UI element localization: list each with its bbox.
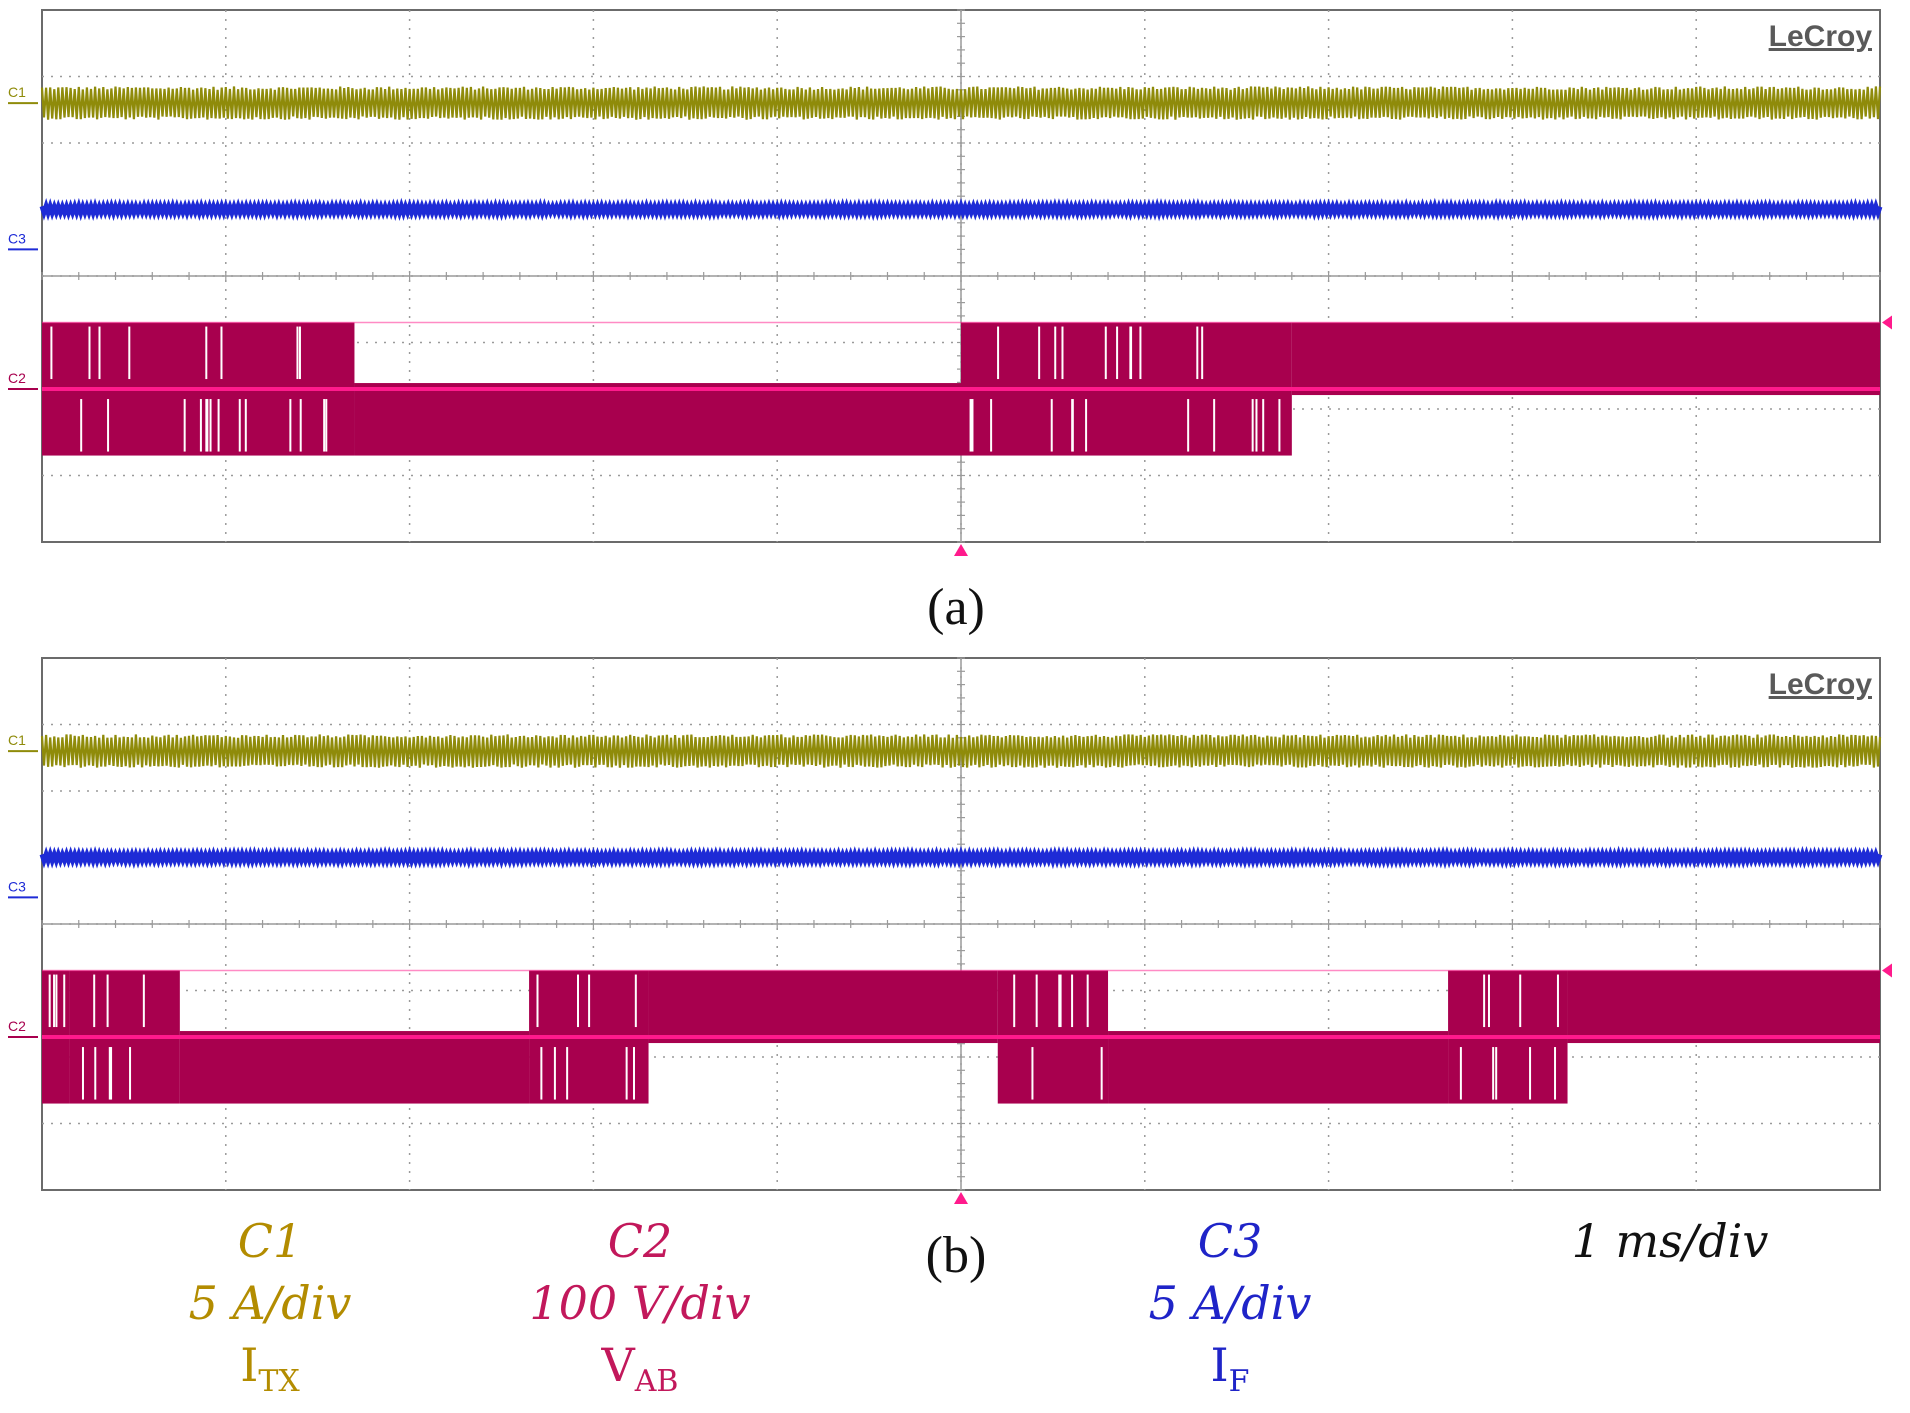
channel-marker-c3: C3 — [8, 230, 26, 246]
switching-band — [179, 1031, 530, 1104]
channel-marker-c1: C1 — [8, 732, 26, 748]
legend-c1-scale: 5 A/div — [188, 1276, 352, 1330]
scope-panel-b: LeCroy C1 C3 C2 — [8, 657, 1892, 1204]
legend-c2: C2 100 V/div VAB — [490, 1210, 790, 1413]
channel-marker-c3: C3 — [8, 878, 26, 894]
trigger-level-marker — [1882, 315, 1892, 330]
legend-c1-symbol: I — [240, 1338, 259, 1392]
switching-band — [354, 383, 962, 456]
scope-panel-a: LeCroy C1 C3 C2 — [8, 9, 1892, 556]
switching-band — [1567, 970, 1880, 1044]
channel-marker-c2: C2 — [8, 1018, 26, 1034]
legend-c3-name: C3 — [1197, 1214, 1263, 1268]
trigger-time-marker — [954, 1192, 968, 1204]
trace-c3 — [39, 845, 1883, 870]
legend-c3-quantity: IF — [1110, 1334, 1350, 1413]
legend-c1-subscript: TX — [258, 1364, 300, 1399]
trace-c1 — [40, 734, 1882, 768]
legend-c3-subscript: F — [1228, 1364, 1250, 1399]
panel-a-caption: (a) — [927, 579, 985, 636]
switching-band — [1108, 1031, 1449, 1104]
switching-band — [648, 970, 998, 1044]
brand-label: LeCroy — [1769, 668, 1873, 701]
legend-c2-name: C2 — [607, 1214, 673, 1268]
trace-c3 — [39, 197, 1883, 222]
legend-c3-symbol: I — [1210, 1338, 1229, 1392]
legend-c1: C1 5 A/div ITX — [150, 1210, 390, 1413]
legend-c3-scale: 5 A/div — [1148, 1276, 1312, 1330]
legend-c2-scale: 100 V/div — [529, 1276, 751, 1330]
legend-c1-quantity: ITX — [150, 1334, 390, 1413]
trigger-time-marker — [954, 544, 968, 556]
legend-c2-quantity: VAB — [490, 1334, 790, 1413]
legend-c2-symbol: V — [601, 1338, 635, 1392]
brand-label: LeCroy — [1769, 20, 1873, 53]
legend-timebase: 1 ms/div — [1530, 1210, 1810, 1272]
legend-c3: C3 5 A/div IF — [1110, 1210, 1350, 1413]
switching-band — [1291, 322, 1880, 396]
legend-timebase-value: 1 ms/div — [1571, 1214, 1769, 1268]
channel-marker-c1: C1 — [8, 84, 26, 100]
channel-marker-c2: C2 — [8, 370, 26, 386]
legend-c2-subscript: AB — [634, 1364, 679, 1399]
panel-b-caption: (b) — [925, 1227, 987, 1284]
legend-c1-name: C1 — [237, 1214, 303, 1268]
trigger-level-marker — [1882, 963, 1892, 978]
trace-c1 — [40, 86, 1882, 120]
